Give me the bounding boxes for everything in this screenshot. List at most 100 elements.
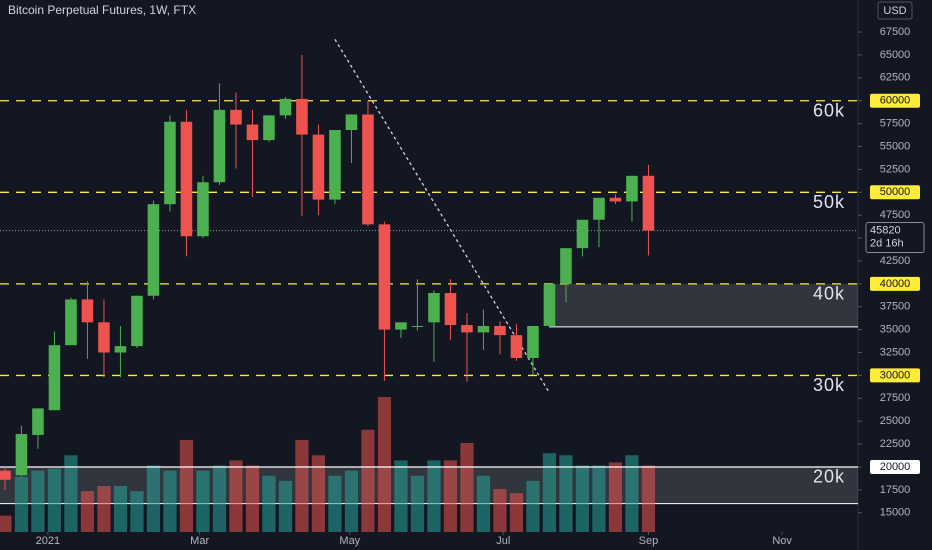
candle-body — [312, 134, 325, 200]
volume-bar — [212, 465, 227, 532]
level-label: 60k — [813, 100, 845, 120]
candle-body — [444, 293, 457, 326]
candle-body — [626, 175, 638, 202]
x-tick-label: Jul — [496, 535, 510, 547]
candle-body — [527, 325, 539, 359]
volume-bar — [295, 439, 309, 532]
volume-bar — [592, 465, 606, 532]
volume-bar — [130, 491, 144, 532]
volume-bar — [575, 465, 590, 532]
volume-bar — [493, 489, 507, 532]
zone — [549, 283, 858, 327]
candle-body — [395, 322, 407, 330]
candle-body — [576, 219, 589, 249]
x-tick-label: Mar — [190, 535, 209, 547]
volume-bar — [427, 460, 441, 532]
volume-bar — [278, 480, 293, 532]
volume-bar — [97, 485, 111, 532]
candle-body — [428, 293, 440, 323]
volume-bar — [542, 453, 557, 532]
volume-bar — [328, 475, 342, 532]
volume-bar — [31, 470, 45, 532]
volume-bar — [625, 455, 639, 532]
y-tick-label: 65000 — [880, 49, 911, 61]
candle-body — [543, 283, 556, 326]
volume-bar — [377, 397, 392, 532]
trendline — [334, 39, 551, 394]
level-label: 20k — [813, 467, 845, 487]
currency-box[interactable] — [877, 1, 913, 20]
volume-bar — [410, 475, 425, 532]
volume-bar — [262, 475, 276, 532]
y-tick-label: 17500 — [880, 484, 911, 496]
level-badge — [870, 276, 920, 291]
candle-body — [279, 98, 292, 116]
level-price: 50000 — [880, 186, 911, 198]
level-badge — [870, 93, 920, 108]
candle-body — [98, 322, 110, 353]
level-label: 50k — [813, 192, 845, 212]
y-tick-label: 15000 — [880, 507, 911, 519]
volume-bar — [443, 460, 458, 532]
y-tick-label: 37500 — [880, 301, 911, 313]
level-price: 20000 — [880, 461, 911, 473]
candle-body — [65, 299, 77, 346]
candle-body — [164, 121, 176, 205]
candle-body — [114, 346, 127, 353]
candle-body — [494, 325, 506, 336]
candle-body — [461, 325, 473, 333]
y-tick-label: 27500 — [880, 392, 911, 404]
candle-body — [131, 295, 143, 347]
volume-bar — [311, 455, 326, 532]
volume-bar — [0, 515, 12, 532]
x-tick-label: May — [339, 535, 360, 547]
y-tick-label: 67500 — [880, 26, 911, 38]
candle-body — [510, 335, 523, 359]
level-price: 60000 — [880, 95, 911, 107]
volume-bar — [113, 485, 128, 532]
candle-body — [593, 197, 605, 220]
volume-bar — [64, 455, 78, 532]
chart-title: Bitcoin Perpetual Futures, 1W, FTX — [8, 3, 196, 17]
level-label: 40k — [813, 284, 845, 304]
candle-body — [32, 408, 44, 435]
candle-body — [180, 121, 193, 237]
candle-body — [477, 325, 490, 333]
x-tick-label: Nov — [772, 535, 792, 547]
candle-body — [296, 98, 308, 135]
volume-bar — [163, 470, 177, 532]
y-tick-label: 47500 — [880, 209, 911, 221]
candle-body — [48, 345, 61, 411]
y-tick-label: 32500 — [880, 346, 911, 358]
candle-body — [560, 248, 572, 284]
volume-bar — [229, 460, 243, 532]
x-tick-label: 2021 — [36, 535, 60, 547]
candle-body — [329, 130, 341, 200]
y-tick-label: 57500 — [880, 118, 911, 130]
last-price-badge — [865, 222, 925, 253]
volume-bar — [146, 465, 161, 532]
y-tick-label: 52500 — [880, 163, 911, 175]
y-tick-label: 62500 — [880, 72, 911, 84]
level-badge — [870, 459, 920, 474]
y-tick-label: 25000 — [880, 415, 911, 427]
candle-body — [230, 109, 242, 125]
last-price: 45820 — [870, 224, 901, 236]
candle-body — [362, 114, 374, 225]
y-tick-label: 35000 — [880, 324, 911, 336]
countdown: 2d 16h — [870, 237, 904, 249]
volume-bar — [80, 491, 95, 532]
y-tick-label: 22500 — [880, 438, 911, 450]
volume-bar — [196, 470, 210, 532]
volume-bar — [394, 460, 408, 532]
level-badge — [870, 185, 920, 200]
volume-bar — [476, 475, 491, 532]
x-tick-label: Sep — [639, 535, 659, 547]
level-price: 40000 — [880, 278, 911, 290]
volume-bar — [641, 465, 656, 532]
candle-body — [609, 197, 622, 202]
level-badge — [870, 368, 920, 383]
currency[interactable]: USD — [883, 5, 906, 17]
candle-body — [378, 224, 391, 330]
